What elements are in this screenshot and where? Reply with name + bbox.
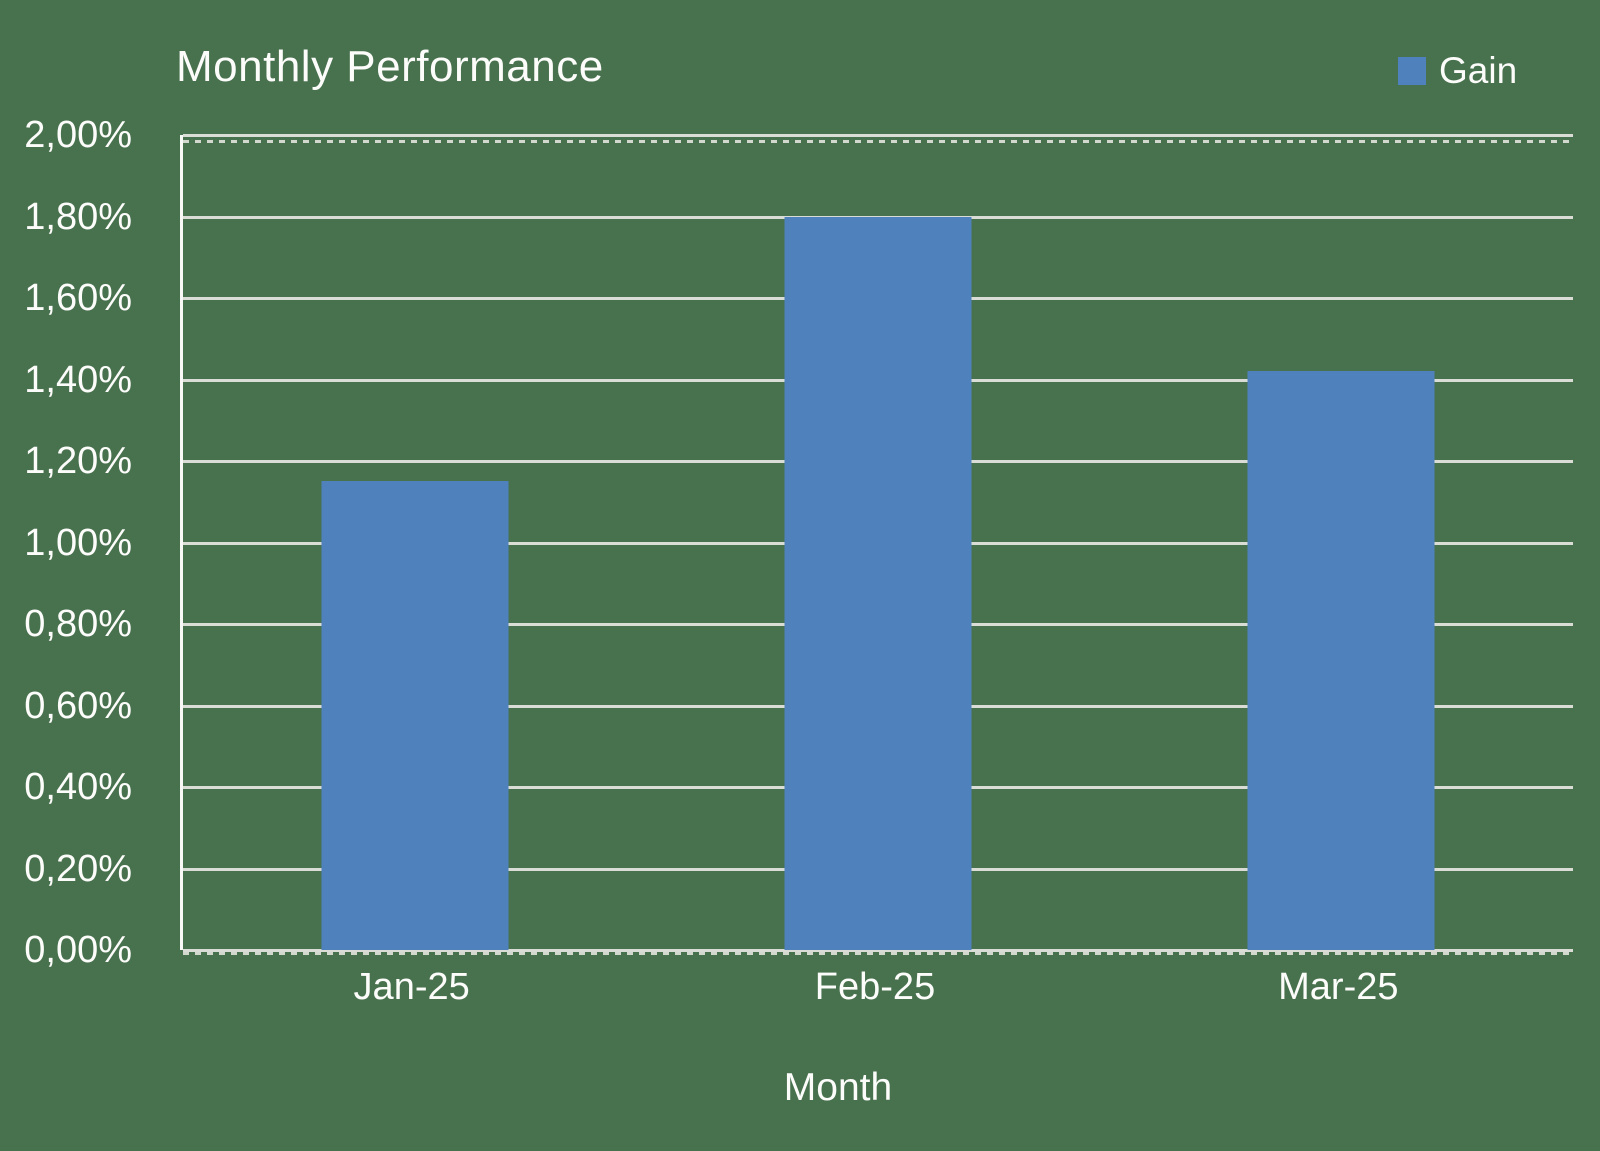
gridline (183, 134, 1573, 137)
y-tick-label: 0,80% (24, 603, 132, 645)
bar-mar-25 (1247, 371, 1435, 950)
legend-swatch-gain-icon (1398, 56, 1426, 85)
x-tick-label: Jan-25 (353, 966, 470, 1008)
y-tick-label: 1,20% (24, 440, 132, 482)
x-axis-tick-labels: Jan-25 Feb-25 Mar-25 (180, 964, 1570, 1016)
y-axis-tick-labels: 2,00% 1,80% 1,60% 1,40% 1,20% 1,00% 0,80% 0,60%… (0, 116, 132, 969)
y-tick-label: 1,40% (24, 358, 132, 401)
bar-feb-25 (784, 216, 972, 950)
y-tick-label: 0,60% (24, 684, 132, 727)
gridline (183, 949, 1573, 952)
x-axis-title: Month (783, 1066, 893, 1109)
plot-area (180, 134, 1573, 955)
y-tick-label: 0,00% (24, 929, 132, 971)
y-tick-label: 0,20% (24, 847, 132, 890)
x-tick-label: Mar-25 (1278, 966, 1399, 1008)
y-tick-label: 2,00% (24, 114, 132, 156)
y-tick-label: 1,80% (24, 195, 132, 238)
x-tick-label: Feb-25 (814, 966, 936, 1008)
legend: Gain (1398, 52, 1517, 89)
dashed-axis-line (183, 140, 1573, 143)
y-tick-label: 1,00% (24, 521, 132, 564)
dashed-axis-line (183, 952, 1573, 955)
legend-label-gain: Gain (1439, 50, 1518, 91)
y-tick-label: 0,40% (24, 766, 132, 808)
y-tick-label: 1,60% (24, 277, 132, 319)
bar-jan-25 (321, 481, 509, 950)
chart-title: Monthly Performance (176, 42, 604, 91)
